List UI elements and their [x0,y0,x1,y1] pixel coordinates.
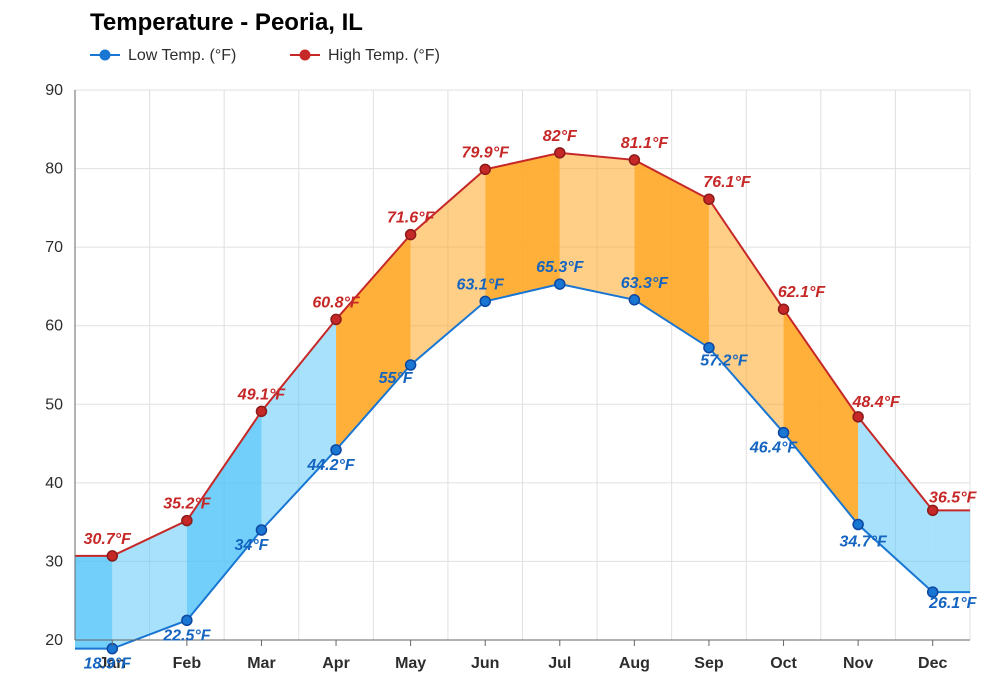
low-label-8: 57.2°F [700,353,749,370]
chart-svg: Temperature - Peoria, IL Low Temp. (°F) Hi… [0,0,1000,700]
high-label-4: 71.6°F [387,210,436,227]
y-tick-20: 20 [45,632,63,649]
x-label-6: Jul [548,655,571,672]
x-label-3: Apr [322,655,350,672]
low-marker-5 [480,296,490,306]
x-label-1: Feb [173,655,202,672]
low-label-11: 26.1°F [928,595,978,612]
y-tick-30: 30 [45,553,63,570]
high-marker-10 [853,412,863,422]
low-label-0: 18.9°F [84,656,133,673]
y-tick-70: 70 [45,239,63,256]
low-marker-3 [331,445,341,455]
x-label-4: May [395,655,426,672]
y-tick-60: 60 [45,318,63,335]
high-label-8: 76.1°F [703,174,752,191]
high-marker-0 [107,551,117,561]
x-label-2: Mar [247,655,275,672]
legend-marker-1 [300,50,310,60]
legend-marker-0 [100,50,110,60]
fill-edge-right [933,510,970,592]
low-marker-7 [629,295,639,305]
high-label-11: 36.5°F [929,489,978,506]
high-label-9: 62.1°F [778,284,827,301]
low-marker-4 [406,360,416,370]
low-label-1: 22.5°F [162,627,212,644]
low-label-2: 34°F [234,537,269,554]
high-label-3: 60.8°F [312,294,361,311]
high-marker-8 [704,194,714,204]
high-marker-11 [928,505,938,515]
high-marker-4 [406,230,416,240]
low-marker-9 [779,428,789,438]
high-label-7: 81.1°F [621,135,670,152]
low-label-5: 63.1°F [457,276,506,293]
high-label-2: 49.1°F [237,386,287,403]
chart-title: Temperature - Peoria, IL [90,9,363,36]
low-label-4: 55°F [379,370,414,387]
high-marker-6 [555,148,565,158]
low-marker-10 [853,520,863,530]
low-label-3: 44.2°F [306,457,356,474]
x-label-5: Jun [471,655,499,672]
high-label-6: 82°F [543,128,578,145]
low-label-9: 46.4°F [749,440,799,457]
high-label-5: 79.9°F [462,144,511,161]
temperature-chart: Temperature - Peoria, IL Low Temp. (°F) Hi… [0,0,1000,700]
legend-label-0: Low Temp. (°F) [128,47,236,64]
high-marker-3 [331,314,341,324]
y-tick-40: 40 [45,475,63,492]
high-marker-2 [256,406,266,416]
high-label-10: 48.4°F [851,394,901,411]
y-tick-90: 90 [45,82,63,99]
y-tick-50: 50 [45,396,63,413]
y-tick-80: 80 [45,161,63,178]
high-marker-9 [779,304,789,314]
low-label-7: 63.3°F [621,275,670,292]
high-marker-5 [480,164,490,174]
x-label-10: Nov [843,655,873,672]
low-marker-2 [256,525,266,535]
fill-seg-7 [634,160,709,348]
low-marker-8 [704,343,714,353]
low-label-10: 34.7°F [839,534,888,551]
fill-edge-left [75,556,112,649]
high-marker-7 [629,155,639,165]
x-label-9: Oct [770,655,797,672]
low-label-6: 65.3°F [536,259,585,276]
high-label-0: 30.7°F [84,531,133,548]
high-marker-1 [182,516,192,526]
x-label-11: Dec [918,655,947,672]
x-label-8: Sep [694,655,724,672]
low-marker-6 [555,279,565,289]
x-label-7: Aug [619,655,650,672]
high-label-1: 35.2°F [163,496,212,513]
low-marker-1 [182,615,192,625]
legend-label-1: High Temp. (°F) [328,47,440,64]
